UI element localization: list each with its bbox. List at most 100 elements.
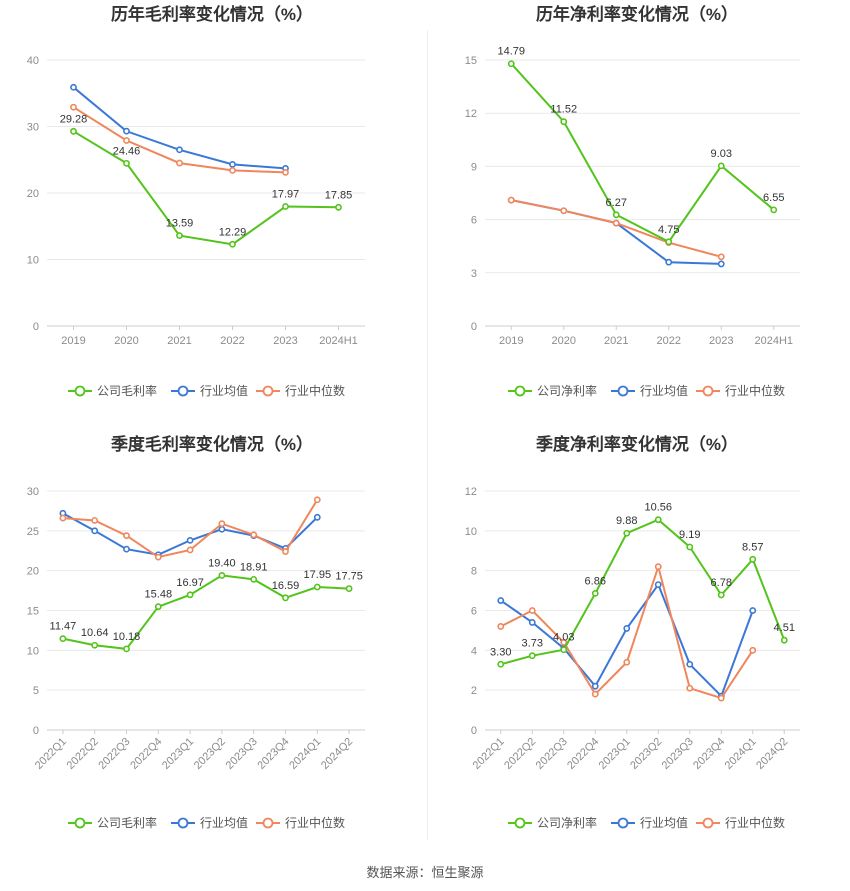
- x-tick-label: 2022: [220, 335, 244, 347]
- data-point: [345, 585, 353, 592]
- data-label: 12.29: [219, 226, 247, 238]
- x-tick-label: 2021: [604, 335, 628, 347]
- data-label: 17.97: [272, 188, 300, 200]
- panel-divider: [427, 30, 428, 840]
- data-point: [186, 591, 194, 599]
- y-tick-label: 5: [33, 685, 39, 697]
- data-point: [528, 619, 536, 626]
- data-point: [335, 203, 342, 211]
- data-point: [229, 166, 236, 174]
- y-tick-label: 30: [27, 122, 39, 134]
- legend-label: 行业中位数: [725, 383, 785, 398]
- data-point: [123, 545, 130, 553]
- legend-swatch-marker: [702, 385, 714, 397]
- data-label: 14.79: [497, 46, 525, 58]
- data-point: [623, 529, 631, 537]
- data-point: [123, 159, 130, 167]
- y-tick-label: 9: [471, 161, 477, 173]
- data-point: [770, 206, 778, 214]
- data-point: [123, 532, 130, 540]
- legend-swatch-marker: [74, 385, 86, 397]
- data-point: [282, 594, 289, 602]
- y-tick-label: 10: [465, 526, 477, 538]
- data-point: [59, 514, 67, 522]
- data-source-footer: 数据来源：恒生聚源: [366, 865, 484, 880]
- data-point: [654, 516, 662, 524]
- data-label: 6.86: [585, 575, 606, 587]
- data-point: [70, 103, 77, 111]
- series-line-1: [511, 199, 722, 265]
- chart-panel-annual-net-margin: 历年净利率变化情况（%） 0 3 6 9 12 15 2019 2020 2021 2022 2023…: [425, 0, 850, 430]
- chart-title: 历年净利率变化情况（%）: [536, 4, 738, 24]
- data-label: 10.56: [644, 502, 672, 514]
- data-point: [686, 543, 694, 551]
- y-tick-label: 10: [27, 645, 39, 657]
- y-tick-label: 20: [27, 188, 39, 200]
- data-point: [717, 260, 725, 268]
- x-tick-label: 2022Q3: [96, 736, 132, 772]
- data-point: [176, 146, 183, 154]
- data-point: [665, 238, 673, 246]
- chart-title: 历年毛利率变化情况（%）: [111, 4, 313, 24]
- data-label: 15.48: [145, 589, 173, 601]
- data-point: [591, 589, 599, 597]
- data-label: 4.51: [774, 622, 795, 634]
- legend-label: 行业中位数: [725, 815, 785, 830]
- legend-swatch-marker: [262, 817, 274, 829]
- y-tick-label: 0: [33, 725, 39, 737]
- data-point: [218, 572, 226, 579]
- y-tick-label: 15: [465, 55, 477, 67]
- series-line-0: [72, 130, 339, 246]
- data-point: [70, 127, 77, 135]
- data-point: [250, 531, 258, 539]
- legend-label: 行业中位数: [285, 383, 345, 398]
- legend-swatch-marker: [702, 817, 714, 829]
- legend-label: 行业均值: [200, 815, 248, 830]
- data-point: [560, 118, 568, 126]
- chart-title: 季度净利率变化情况（%）: [536, 434, 738, 454]
- data-point: [612, 219, 620, 227]
- data-point: [749, 555, 757, 563]
- y-tick-label: 4: [471, 645, 477, 657]
- data-point: [665, 258, 673, 266]
- data-point: [507, 60, 515, 68]
- data-point: [313, 496, 321, 504]
- data-label: 6.78: [711, 577, 732, 589]
- y-tick-label: 25: [27, 526, 39, 538]
- legend-label: 行业均值: [640, 383, 688, 398]
- data-label: 16.97: [176, 577, 204, 589]
- data-point: [176, 232, 183, 240]
- y-tick-label: 6: [471, 606, 477, 618]
- x-tick-label: 2023Q1: [160, 736, 196, 772]
- data-point: [780, 636, 788, 644]
- data-label: 18.91: [240, 561, 268, 573]
- data-point: [717, 162, 725, 170]
- data-point: [717, 694, 725, 702]
- y-tick-label: 15: [27, 606, 39, 618]
- data-point: [229, 240, 236, 248]
- data-point: [749, 607, 757, 614]
- data-label: 24.46: [113, 145, 141, 157]
- data-label: 29.28: [60, 113, 88, 125]
- data-label: 13.59: [166, 218, 194, 230]
- data-point: [560, 646, 568, 654]
- data-point: [282, 203, 289, 210]
- x-tick-label: 2023: [273, 335, 297, 347]
- y-tick-label: 0: [471, 725, 477, 737]
- x-tick-label: 2023Q3: [660, 736, 696, 772]
- x-tick-label: 2022: [657, 335, 681, 347]
- chart-svg-quarterly-gross-margin: 季度毛利率变化情况（%）0510152025302022Q12022Q22022…: [27, 434, 365, 830]
- x-tick-label: 2022Q2: [65, 736, 101, 772]
- data-point: [686, 660, 694, 668]
- data-label: 6.27: [606, 197, 627, 209]
- data-point: [154, 553, 162, 561]
- data-point: [123, 127, 130, 135]
- data-point: [91, 641, 99, 649]
- y-tick-label: 0: [471, 321, 477, 333]
- x-tick-label: 2020: [114, 335, 138, 347]
- legend-label: 行业均值: [200, 383, 248, 398]
- data-point: [497, 660, 505, 668]
- data-point: [560, 638, 568, 646]
- data-point: [313, 513, 321, 521]
- x-tick-label: 2023Q1: [597, 736, 633, 772]
